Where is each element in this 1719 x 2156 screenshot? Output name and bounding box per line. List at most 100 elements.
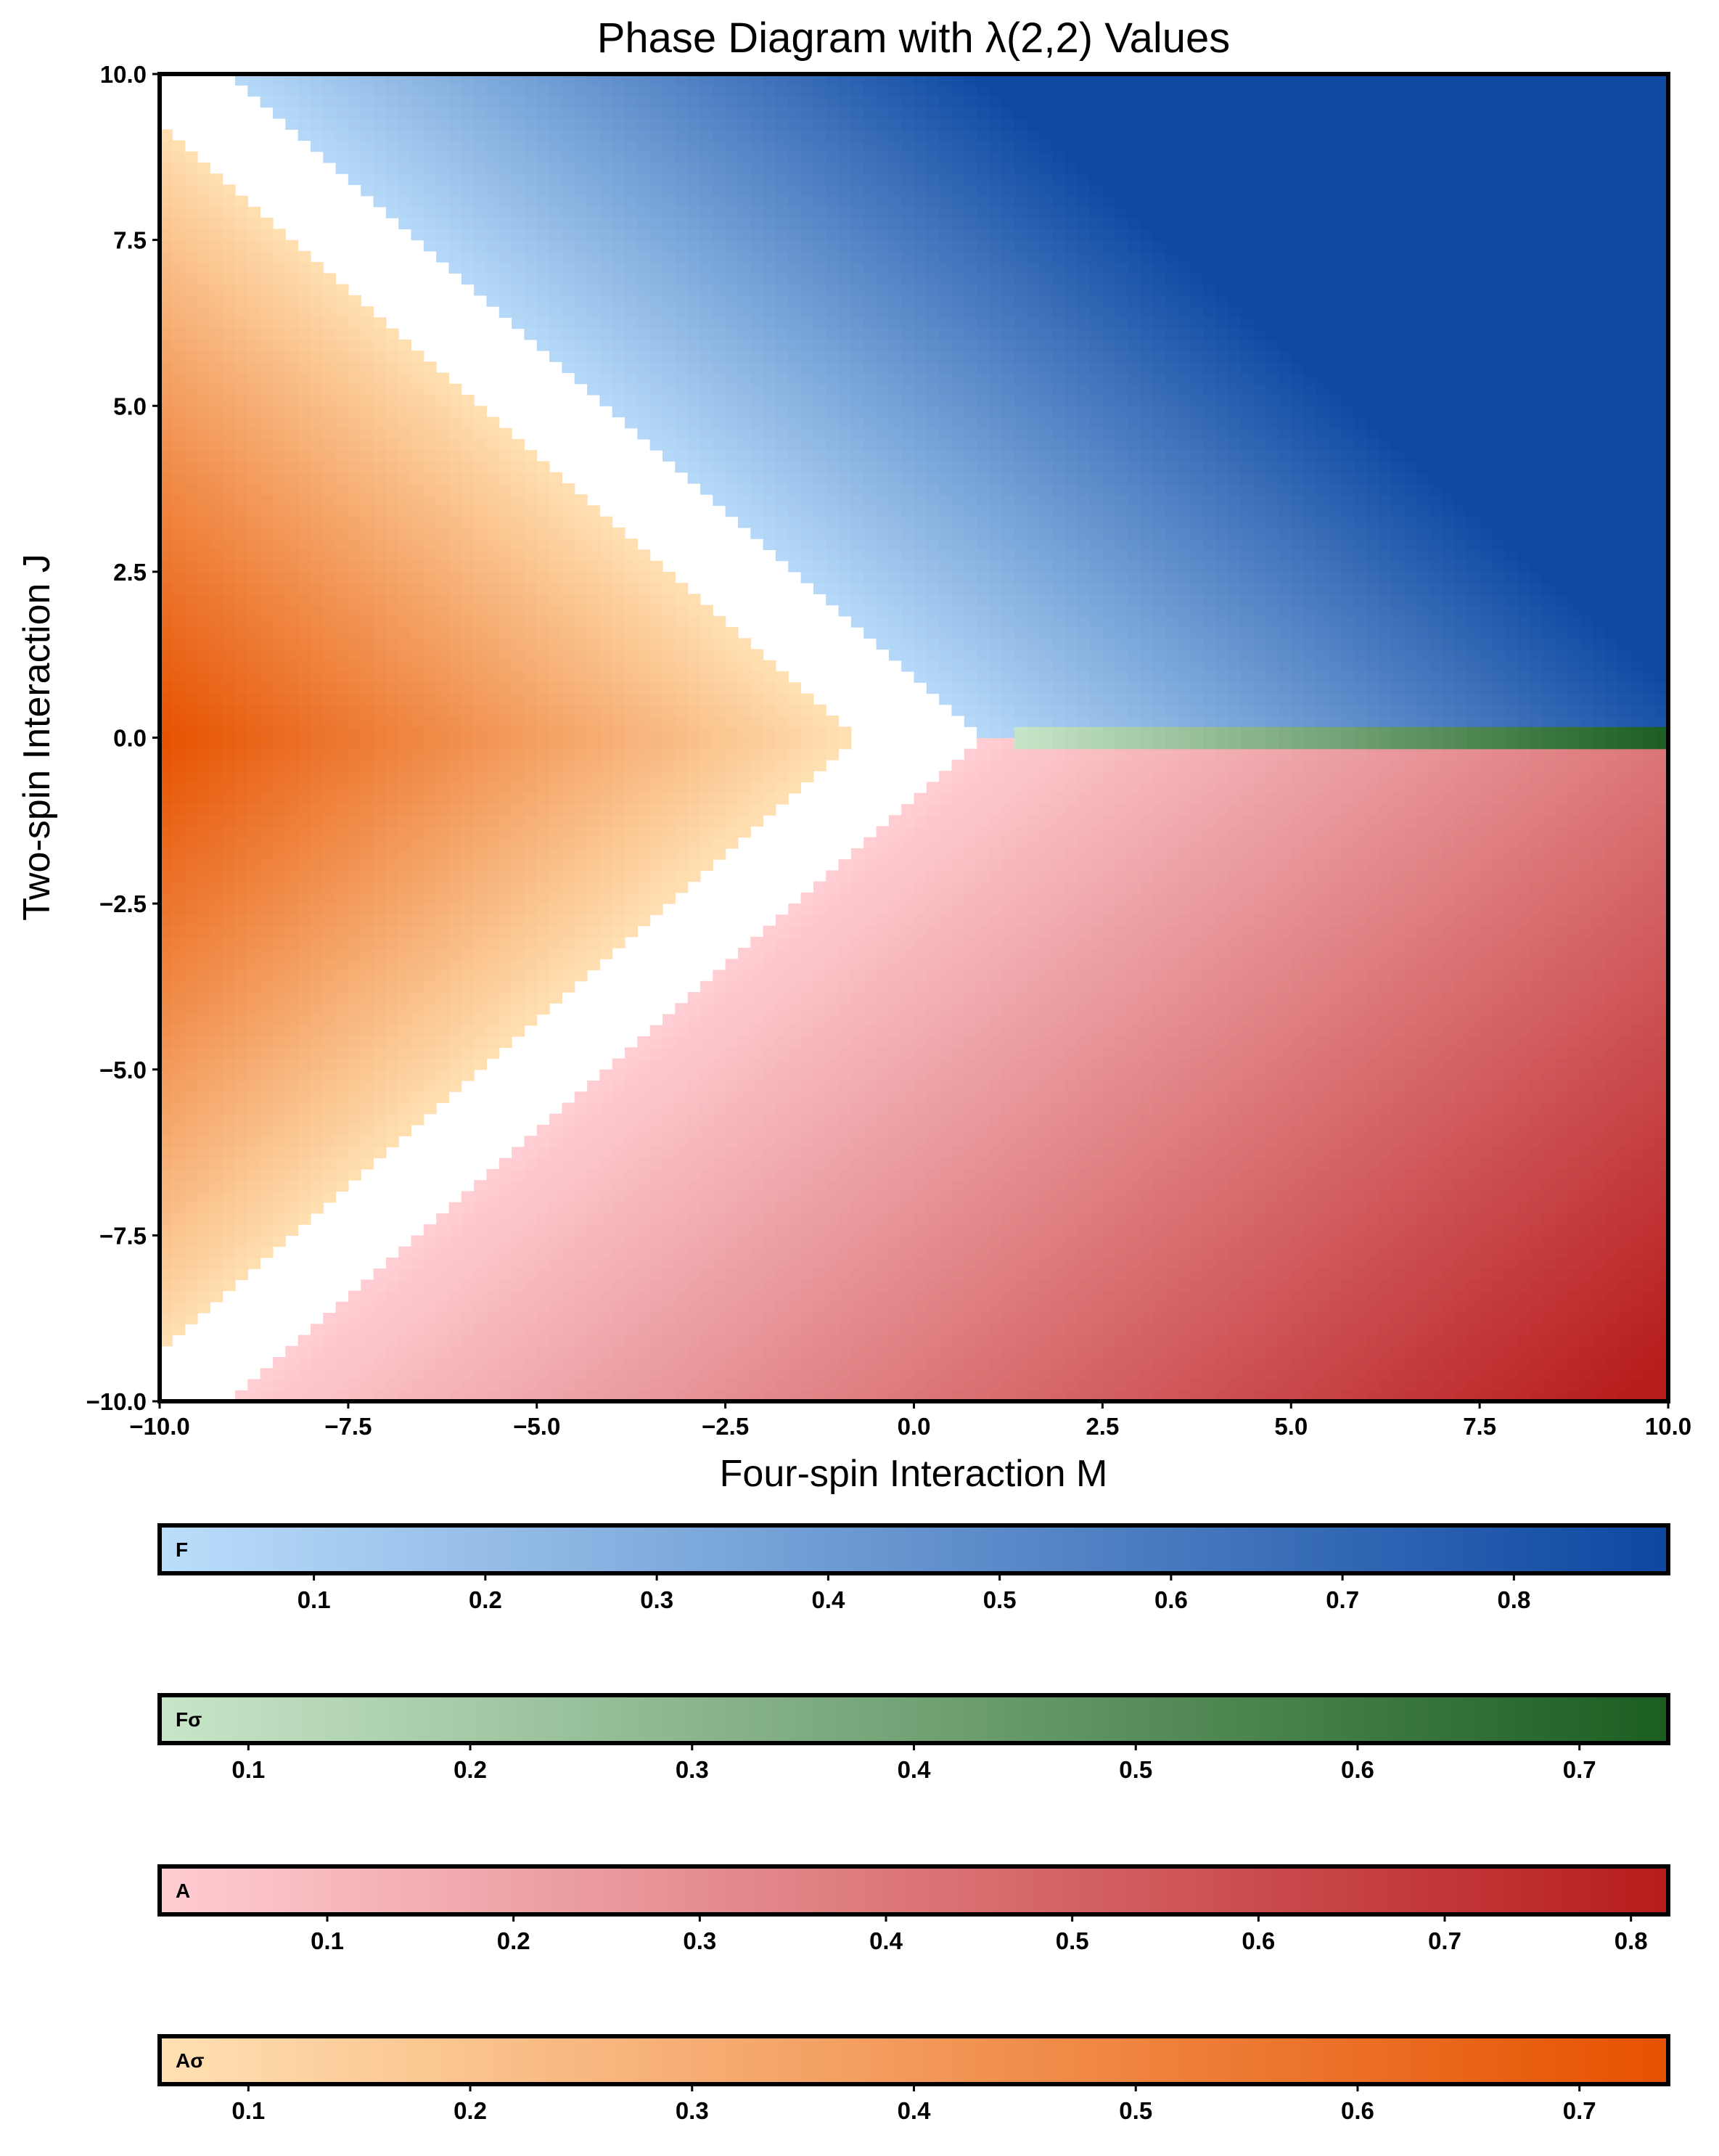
heatmap-cell <box>512 273 525 285</box>
heatmap-cell <box>612 383 625 395</box>
heatmap-cell <box>361 737 374 750</box>
heatmap-cell <box>461 660 475 672</box>
heatmap-cell <box>474 1213 488 1225</box>
heatmap-cell <box>562 195 575 208</box>
heatmap-cell <box>385 903 399 915</box>
heatmap-cell <box>373 1136 387 1148</box>
heatmap-cell <box>700 1069 713 1081</box>
heatmap-cell <box>348 383 361 395</box>
heatmap-cell <box>385 859 399 871</box>
heatmap-cell <box>222 992 236 1004</box>
heatmap-cell <box>700 1157 713 1170</box>
heatmap-cell <box>562 803 575 816</box>
heatmap-cell <box>637 859 651 871</box>
heatmap-cell <box>260 959 274 971</box>
heatmap-cell <box>574 206 588 218</box>
heatmap-cell <box>160 239 173 252</box>
heatmap-cell <box>160 992 173 1004</box>
heatmap-cell <box>574 1390 588 1402</box>
heatmap-cell <box>348 604 361 617</box>
heatmap-cell <box>310 317 324 329</box>
heatmap-cell <box>184 206 198 218</box>
heatmap-cell <box>260 527 274 539</box>
heatmap-cell <box>486 494 500 507</box>
heatmap-cell <box>549 1268 562 1280</box>
heatmap-cell <box>700 1202 713 1214</box>
heatmap-cell <box>160 870 173 882</box>
heatmap-cell <box>474 803 488 816</box>
heatmap-cell <box>700 450 713 462</box>
heatmap-cell <box>750 417 764 429</box>
heatmap-cell <box>197 173 210 186</box>
heatmap-cell <box>348 1058 361 1070</box>
heatmap-cell <box>637 1113 651 1126</box>
heatmap-cell <box>436 903 450 915</box>
heatmap-cell <box>335 383 349 395</box>
heatmap-cell <box>612 140 625 152</box>
heatmap-cell <box>662 1368 676 1380</box>
heatmap-cell <box>385 538 399 550</box>
heatmap-cell <box>385 992 399 1004</box>
heatmap-cell <box>272 1168 286 1181</box>
heatmap-cell <box>285 1102 299 1115</box>
heatmap-cell <box>775 1157 789 1170</box>
heatmap-cell <box>272 748 286 761</box>
heatmap-cell <box>625 704 638 716</box>
heatmap-cell <box>361 1357 374 1369</box>
heatmap-cell <box>398 472 412 484</box>
heatmap-cell <box>524 317 538 329</box>
heatmap-cell <box>524 948 538 959</box>
heatmap-cell <box>210 1080 223 1092</box>
heatmap-cell <box>272 361 286 374</box>
heatmap-cell <box>549 1157 562 1170</box>
heatmap-cell <box>298 107 311 119</box>
heatmap-cell <box>423 229 437 241</box>
heatmap-cell <box>160 1069 173 1081</box>
heatmap-cell <box>637 1157 651 1170</box>
heatmap-cell <box>184 759 198 771</box>
heatmap-cell <box>398 848 412 860</box>
heatmap-cell <box>763 361 776 374</box>
heatmap-cell <box>549 494 562 507</box>
heatmap-cell <box>234 771 248 783</box>
heatmap-cell <box>373 1335 387 1347</box>
heatmap-cell <box>587 815 600 827</box>
heatmap-cell <box>499 970 512 982</box>
heatmap-cell <box>285 1357 299 1369</box>
heatmap-cell <box>260 837 274 849</box>
heatmap-cell <box>423 1357 437 1369</box>
heatmap-cell <box>763 682 776 694</box>
heatmap-cell <box>562 229 575 241</box>
heatmap-cell <box>272 538 286 550</box>
heatmap-cell <box>750 406 764 418</box>
heatmap-cell <box>612 173 625 186</box>
heatmap-cell <box>486 1313 500 1324</box>
heatmap-cell <box>423 1313 437 1324</box>
heatmap-cell <box>160 759 173 771</box>
heatmap-cell <box>474 1290 488 1303</box>
heatmap-cell <box>700 716 713 727</box>
heatmap-cell <box>373 1147 387 1159</box>
heatmap-cell <box>210 792 223 805</box>
heatmap-cell <box>172 284 186 296</box>
heatmap-cell <box>247 74 261 86</box>
heatmap-cell <box>234 206 248 218</box>
heatmap-cell <box>210 1180 223 1192</box>
heatmap-cell <box>562 96 575 108</box>
heatmap-cell <box>361 594 374 606</box>
heatmap-cell <box>210 1136 223 1148</box>
heatmap-cell <box>160 472 173 484</box>
heatmap-cell <box>411 771 424 783</box>
heatmap-cell <box>549 1335 562 1347</box>
heatmap-cell <box>373 826 387 838</box>
heatmap-cell <box>574 716 588 727</box>
heatmap-cell <box>335 85 349 97</box>
heatmap-cell <box>599 107 613 119</box>
heatmap-cell <box>323 1147 337 1159</box>
heatmap-cell <box>574 792 588 805</box>
heatmap-cell <box>222 483 236 495</box>
heatmap-cell <box>649 660 663 672</box>
heatmap-cell <box>512 96 525 108</box>
heatmap-cell <box>737 118 751 130</box>
heatmap-cell <box>512 505 525 517</box>
